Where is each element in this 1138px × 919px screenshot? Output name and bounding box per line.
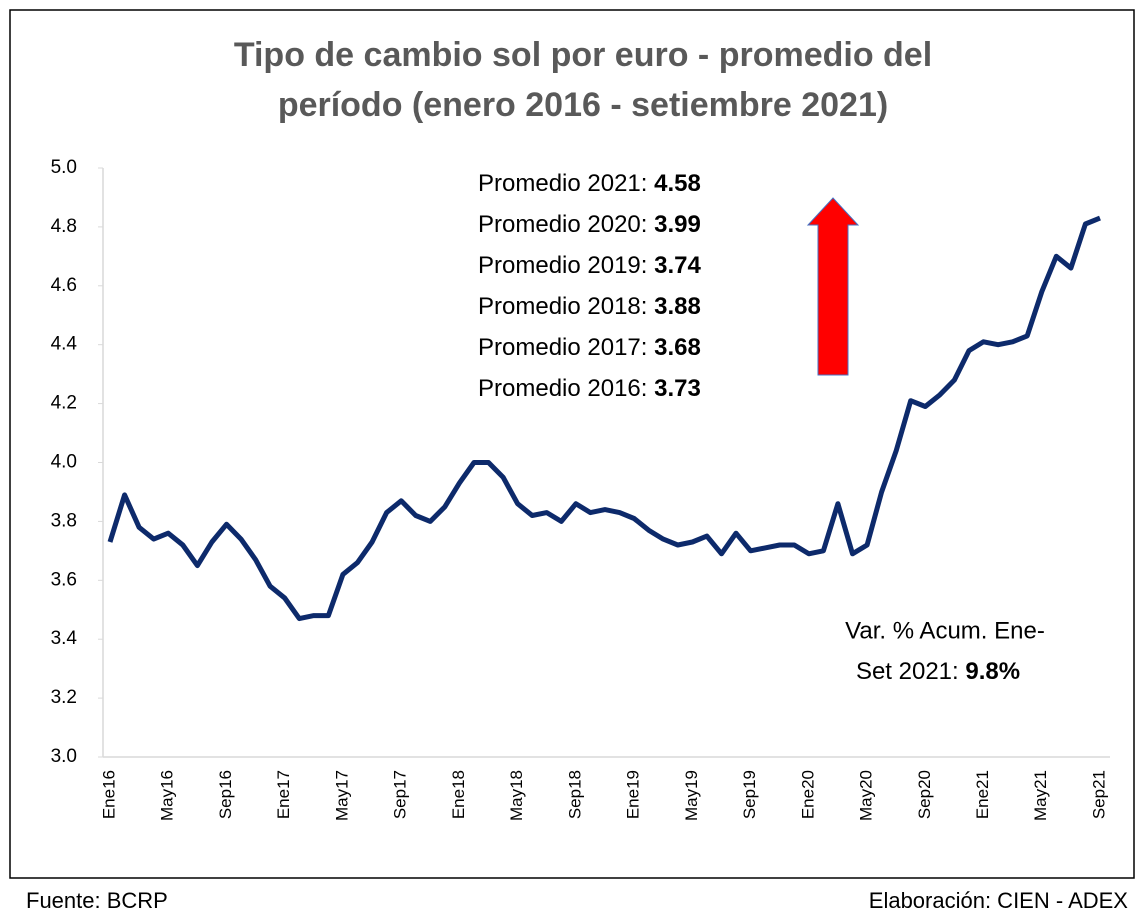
y-tick-label: 5.0 — [51, 157, 77, 178]
y-tick-label: 4.0 — [51, 452, 77, 473]
annotation: Promedio 2019: 3.74 — [478, 252, 701, 279]
annotation-value: 3.99 — [654, 211, 701, 238]
arrow — [806, 197, 860, 376]
annotation: Promedio 2020: 3.99 — [478, 211, 701, 238]
y-tick-label: 3.0 — [51, 746, 77, 767]
x-tick-label: Sep18 — [565, 770, 584, 819]
annotation-label: Promedio 2017: — [478, 334, 647, 361]
credit: Elaboración: CIEN - ADEX — [869, 888, 1129, 913]
y-tick-label: 3.2 — [51, 687, 77, 708]
x-tick-label: May18 — [507, 770, 526, 821]
x-tick-label: May19 — [682, 770, 701, 821]
annotation-label: Promedio 2019: — [478, 252, 647, 279]
line — [107, 215, 1101, 622]
annotation-value: 4.58 — [654, 170, 701, 197]
annotation: Promedio 2021: 4.58 — [478, 170, 701, 197]
note: Var. % Acum. Ene- — [845, 617, 1045, 644]
x-tick-label: May16 — [158, 770, 177, 821]
chart-frame — [9, 9, 1135, 879]
annotation-value: 3.68 — [654, 334, 701, 361]
x-tick-label: Ene17 — [274, 770, 293, 819]
source: Fuente: BCRP — [26, 888, 168, 913]
y-tick-label: 4.2 — [51, 393, 77, 414]
x-tick-label: Sep21 — [1089, 770, 1108, 819]
chart-title: período (enero 2016 - setiembre 2021) — [278, 86, 888, 124]
y-tick-label: 3.4 — [51, 628, 78, 649]
x-tick-label: Sep19 — [740, 770, 759, 819]
y-tick-label: 4.8 — [51, 216, 77, 237]
x-tick-label: Ene21 — [973, 770, 992, 819]
annotation: Promedio 2017: 3.68 — [478, 334, 701, 361]
x-tick-label: Ene18 — [449, 770, 468, 819]
y-tick-label: 3.6 — [51, 569, 77, 590]
y-tick-label: 3.8 — [51, 510, 77, 531]
annotation-value: 3.88 — [654, 293, 701, 320]
annotation: Promedio 2016: 3.73 — [478, 375, 701, 402]
annotation-value: 3.74 — [654, 252, 701, 279]
x-tick-label: Sep17 — [391, 770, 410, 819]
x-tick-label: Ene20 — [798, 770, 817, 819]
note: Set 2021: 9.8% — [856, 658, 1020, 685]
x-tick-label: May20 — [857, 770, 876, 821]
x-tick-label: May21 — [1031, 770, 1050, 821]
y-tick-label: 4.4 — [51, 334, 78, 355]
x-tick-label: Sep16 — [216, 770, 235, 819]
note-text: Set 2021: — [856, 658, 959, 685]
chart-title: Tipo de cambio sol por euro - promedio d… — [234, 36, 932, 74]
annotation: Promedio 2018: 3.88 — [478, 293, 701, 320]
annotation-label: Promedio 2018: — [478, 293, 647, 320]
annotation-label: Promedio 2016: — [478, 375, 647, 402]
note-value: 9.8% — [965, 658, 1020, 685]
x-tick-label: Ene19 — [624, 770, 643, 819]
annotation-label: Promedio 2021: — [478, 170, 647, 197]
x-tick-label: May17 — [332, 770, 351, 821]
annotation-value: 3.73 — [654, 375, 701, 402]
annotation-label: Promedio 2020: — [478, 211, 647, 238]
x-tick-label: Sep20 — [915, 770, 934, 819]
x-tick-label: Ene16 — [99, 770, 118, 819]
y-tick-label: 4.6 — [51, 275, 77, 296]
